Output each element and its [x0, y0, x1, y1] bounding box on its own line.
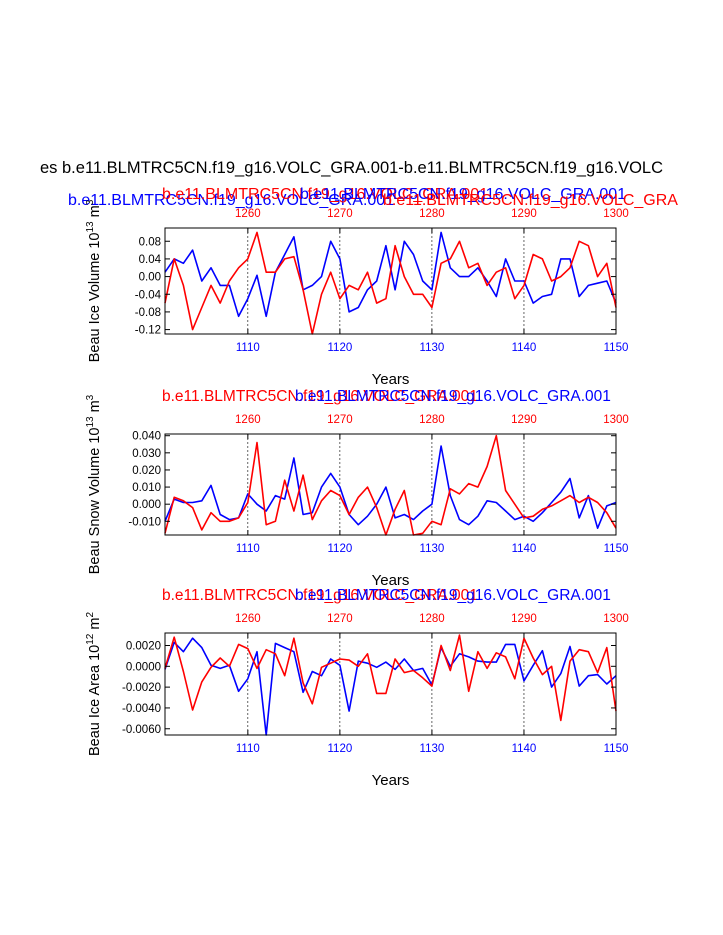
- x-tick-label-bottom: 1130: [420, 743, 445, 755]
- y-axis-label-unit-exp: 3: [85, 394, 96, 400]
- panel-title-blue: b.e11.BLMTRC5CN.f19_g16.VOLC_GRA.001: [295, 587, 611, 604]
- series-line-red: [164, 634, 617, 722]
- y-axis-label: Beau Ice Volume 1013 m3: [85, 199, 103, 362]
- y-tick-label: 0.010: [132, 482, 161, 494]
- y-axis-label-exp: 12: [85, 633, 96, 645]
- y-tick-label: 0.00: [139, 272, 161, 284]
- y-axis-label: Beau Ice Area 1012 m2: [85, 612, 103, 756]
- x-tick-label-bottom: 1140: [512, 543, 537, 555]
- y-axis-label-unit: m: [87, 205, 103, 221]
- x-axis-label: Years: [372, 371, 410, 388]
- x-tick-label-top: 1300: [603, 208, 629, 220]
- x-tick-label-top: 1280: [419, 208, 445, 220]
- overlap-title-red: b.e11.BLMTRC5CN.f19_g16.VOLC_GRA.001: [162, 186, 488, 203]
- x-tick-label-bottom: 1110: [236, 743, 260, 755]
- x-tick-label-bottom: 1140: [512, 743, 537, 755]
- panel-title-red: b.e11.BLMTRC5CN.f19_g16.VOLC_GRA.001: [162, 388, 478, 405]
- x-tick-label-top: 1260: [235, 613, 261, 625]
- x-axis-label: Years: [372, 772, 410, 789]
- y-tick-label: 0.04: [139, 254, 162, 266]
- x-tick-label-bottom: 1150: [604, 342, 629, 354]
- series-line-red: [164, 231, 617, 335]
- y-axis-label-unit-exp: 2: [85, 612, 96, 618]
- overlap-title-blue-right: b.e11.BLMTRC5CN.f19_g16.VOLC_GRA.001: [300, 186, 626, 203]
- x-tick-label-bottom: 1120: [328, 342, 353, 354]
- y-tick-label: -0.0060: [122, 724, 161, 736]
- y-axis-label-exp: 13: [85, 416, 96, 428]
- x-tick-label-bottom: 1120: [328, 543, 353, 555]
- x-tick-label-top: 1280: [419, 613, 445, 625]
- plot-frame: [164, 632, 617, 736]
- x-tick-label-bottom: 1130: [420, 543, 445, 555]
- x-tick-label-bottom: 1110: [236, 543, 260, 555]
- y-tick-label: -0.12: [135, 325, 161, 337]
- panel-title-blue: b.e11.BLMTRC5CN.f19_g16.VOLC_GRA.001: [295, 388, 611, 405]
- y-tick-label: -0.010: [128, 516, 161, 528]
- y-tick-label: 0.0000: [126, 661, 161, 673]
- y-axis-label-text: Beau Ice Area 10: [87, 645, 103, 756]
- y-tick-label: -0.08: [135, 307, 161, 319]
- series-line-blue: [164, 445, 617, 530]
- x-tick-label-top: 1290: [511, 414, 537, 426]
- x-tick-label-bottom: 1150: [604, 543, 629, 555]
- x-tick-label-top: 1300: [603, 414, 629, 426]
- y-tick-label: 0.0020: [126, 640, 161, 652]
- x-tick-label-top: 1270: [327, 414, 353, 426]
- x-tick-label-top: 1260: [235, 414, 261, 426]
- x-tick-label-top: 1270: [327, 208, 353, 220]
- y-axis-label-exp: 13: [85, 221, 96, 233]
- series-line-red: [164, 434, 617, 536]
- x-tick-label-top: 1270: [327, 613, 353, 625]
- y-tick-label: 0.030: [132, 448, 161, 460]
- overlap-title-blue: b.e11.BLMTRC5CN.f19_g16.VOLC_GRA.001: [68, 192, 394, 209]
- x-axis-label: Years: [372, 572, 410, 589]
- x-tick-label-bottom: 1140: [512, 342, 537, 354]
- x-tick-label-bottom: 1110: [236, 342, 260, 354]
- x-tick-label-top: 1290: [511, 613, 537, 625]
- y-tick-label: 0.000: [132, 499, 161, 511]
- x-tick-label-bottom: 1150: [604, 743, 629, 755]
- x-tick-label-top: 1260: [235, 208, 261, 220]
- y-tick-label: 0.040: [132, 431, 161, 443]
- y-axis-label-unit: m: [87, 618, 103, 634]
- overlap-title-red-right: b.e11.BLMTRC5CN.f19_g16.VOLC_GRA: [383, 192, 678, 209]
- y-axis-label-unit-exp: 3: [85, 199, 96, 205]
- plot-frame: [164, 433, 617, 536]
- y-tick-label: -0.0040: [122, 703, 161, 715]
- panel-ice-volume: 0.08 0.04 0.00 -0.04 -0.08 -0.12 1110 1120 1130 1…: [85, 199, 629, 388]
- y-tick-label: -0.0020: [122, 682, 161, 694]
- series-line-blue: [164, 637, 617, 736]
- x-tick-label-top: 1290: [511, 208, 537, 220]
- x-tick-label-top: 1300: [603, 613, 629, 625]
- y-tick-label: 0.08: [139, 236, 161, 248]
- panel-ice-area: 0.0020 0.0000 -0.0020 -0.0040 -0.0060 1110 112…: [85, 587, 629, 789]
- panel-snow-volume: 0.040 0.030 0.020 0.010 0.000 -0.010 1110 1120 1…: [85, 388, 629, 589]
- y-axis-label-text: Beau Snow Volume 10: [87, 428, 103, 575]
- y-axis-label-text: Beau Ice Volume 10: [87, 233, 103, 363]
- y-tick-label: 0.020: [132, 465, 161, 477]
- x-tick-label-bottom: 1120: [328, 743, 353, 755]
- main-title: es b.e11.BLMTRC5CN.f19_g16.VOLC_GRA.001-…: [40, 159, 663, 177]
- y-axis-label-unit: m: [87, 400, 103, 416]
- x-tick-label-bottom: 1130: [420, 342, 445, 354]
- plot-frame: [164, 227, 617, 335]
- panel-title-red: b.e11.BLMTRC5CN.f19_g16.VOLC_GRA.001: [162, 587, 478, 604]
- x-tick-label-top: 1280: [419, 414, 445, 426]
- y-tick-label: -0.04: [135, 289, 162, 301]
- y-axis-label: Beau Snow Volume 1013 m3: [85, 394, 103, 574]
